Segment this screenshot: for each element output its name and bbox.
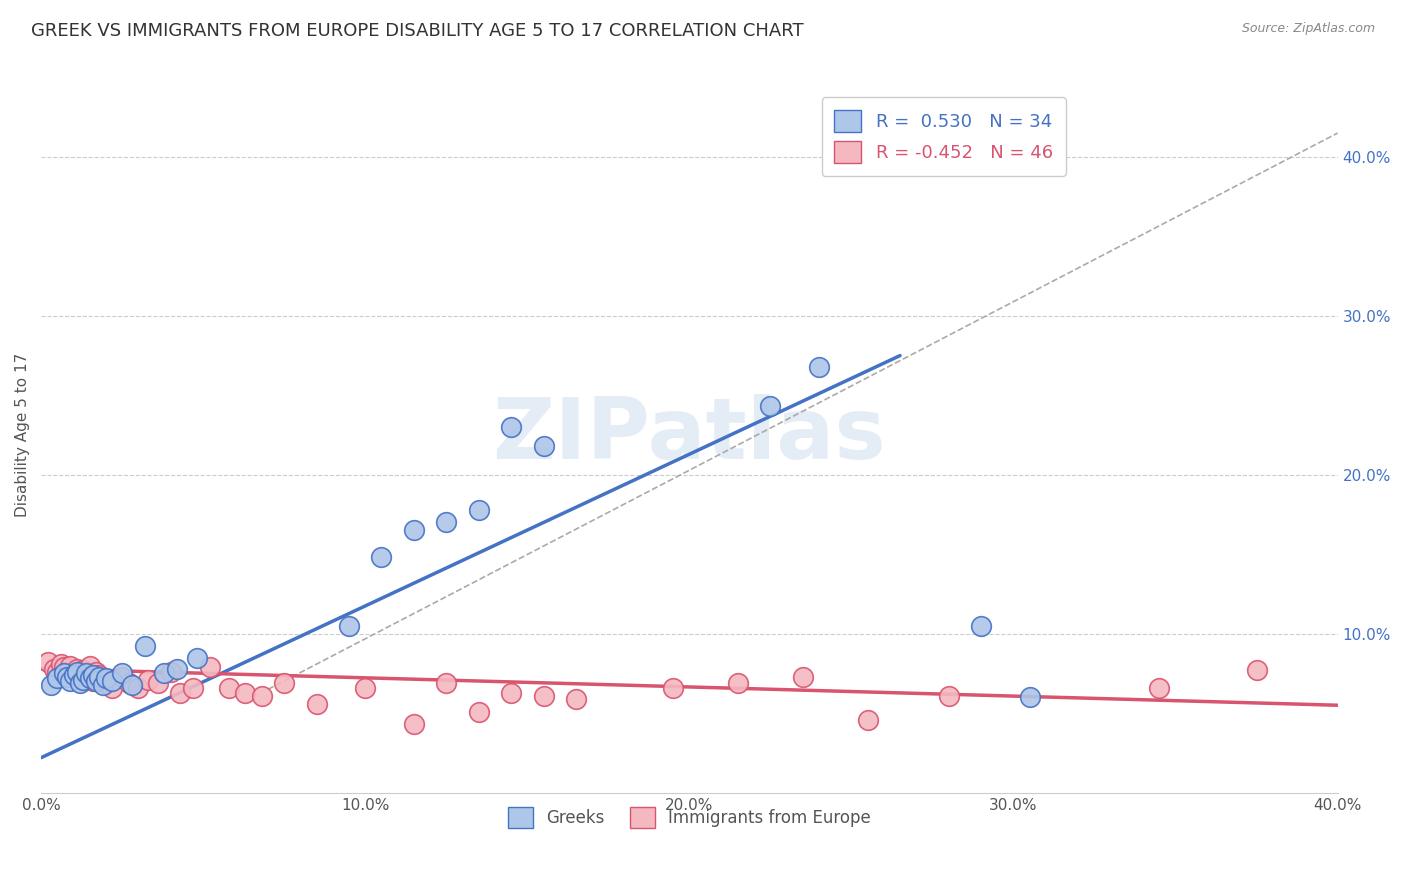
- Point: [94, 671, 117, 685]
- Point: [370, 550, 392, 565]
- Point: [127, 681, 149, 695]
- Point: [46, 671, 69, 685]
- Point: [89, 670, 111, 684]
- Point: [42, 662, 65, 676]
- Point: [1149, 681, 1171, 695]
- Point: [66, 662, 89, 676]
- Legend: Greeks, Immigrants from Europe: Greeks, Immigrants from Europe: [502, 801, 877, 834]
- Point: [136, 673, 159, 687]
- Point: [970, 619, 993, 633]
- Point: [52, 666, 75, 681]
- Point: [533, 689, 555, 703]
- Point: [146, 676, 169, 690]
- Point: [56, 666, 79, 681]
- Point: [69, 676, 91, 690]
- Point: [111, 666, 134, 681]
- Point: [117, 676, 139, 690]
- Point: [1018, 690, 1040, 705]
- Point: [111, 670, 134, 684]
- Point: [467, 502, 489, 516]
- Point: [402, 717, 425, 731]
- Text: ZIPatlas: ZIPatlas: [492, 393, 886, 476]
- Point: [533, 439, 555, 453]
- Point: [305, 697, 328, 711]
- Point: [402, 524, 425, 538]
- Point: [808, 359, 831, 374]
- Point: [166, 662, 188, 676]
- Point: [76, 670, 98, 684]
- Point: [82, 668, 104, 682]
- Point: [56, 670, 79, 684]
- Point: [49, 657, 72, 671]
- Point: [198, 660, 221, 674]
- Point: [153, 666, 176, 681]
- Point: [233, 685, 256, 699]
- Point: [938, 689, 960, 703]
- Point: [186, 650, 208, 665]
- Point: [101, 681, 124, 695]
- Point: [76, 666, 98, 681]
- Point: [467, 705, 489, 719]
- Point: [273, 676, 295, 690]
- Point: [59, 658, 82, 673]
- Point: [159, 665, 181, 679]
- Point: [337, 619, 360, 633]
- Point: [66, 665, 89, 679]
- Point: [183, 681, 205, 695]
- Point: [856, 713, 879, 727]
- Point: [62, 668, 84, 682]
- Point: [94, 676, 117, 690]
- Point: [46, 665, 69, 679]
- Point: [759, 400, 782, 414]
- Point: [250, 689, 273, 703]
- Point: [134, 640, 156, 654]
- Point: [79, 671, 101, 685]
- Point: [434, 516, 457, 530]
- Text: Source: ZipAtlas.com: Source: ZipAtlas.com: [1241, 22, 1375, 36]
- Point: [89, 668, 111, 682]
- Point: [84, 674, 107, 689]
- Point: [501, 420, 523, 434]
- Point: [169, 685, 191, 699]
- Point: [565, 691, 588, 706]
- Point: [434, 676, 457, 690]
- Point: [121, 677, 143, 691]
- Point: [792, 670, 814, 684]
- Point: [101, 674, 124, 689]
- Point: [1246, 663, 1268, 677]
- Point: [37, 656, 59, 670]
- Point: [59, 674, 82, 689]
- Point: [354, 681, 377, 695]
- Point: [79, 658, 101, 673]
- Point: [218, 681, 240, 695]
- Point: [72, 673, 94, 687]
- Point: [69, 666, 91, 681]
- Text: GREEK VS IMMIGRANTS FROM EUROPE DISABILITY AGE 5 TO 17 CORRELATION CHART: GREEK VS IMMIGRANTS FROM EUROPE DISABILI…: [31, 22, 804, 40]
- Point: [39, 677, 62, 691]
- Point: [91, 677, 114, 691]
- Point: [62, 668, 84, 682]
- Point: [72, 663, 94, 677]
- Point: [84, 665, 107, 679]
- Point: [52, 660, 75, 674]
- Point: [662, 681, 685, 695]
- Y-axis label: Disability Age 5 to 17: Disability Age 5 to 17: [15, 353, 30, 517]
- Point: [727, 676, 749, 690]
- Point: [82, 674, 104, 689]
- Point: [501, 685, 523, 699]
